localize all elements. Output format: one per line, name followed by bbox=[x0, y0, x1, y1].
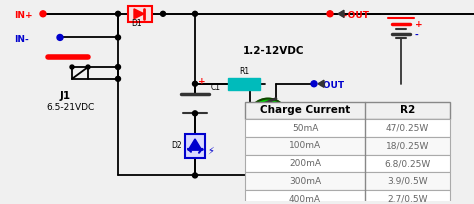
Polygon shape bbox=[318, 80, 324, 87]
Bar bbox=[245, 155, 450, 172]
Text: -: - bbox=[415, 31, 419, 40]
Text: Q1: Q1 bbox=[290, 103, 301, 112]
Text: +: + bbox=[415, 20, 423, 29]
Text: 47/0.25W: 47/0.25W bbox=[386, 124, 429, 133]
Text: +: + bbox=[198, 77, 206, 86]
Text: J1: J1 bbox=[60, 91, 71, 101]
Circle shape bbox=[116, 11, 120, 16]
Circle shape bbox=[327, 11, 333, 17]
Text: -OUT: -OUT bbox=[320, 81, 345, 90]
Circle shape bbox=[248, 99, 288, 138]
Text: 6.5-21VDC: 6.5-21VDC bbox=[46, 103, 94, 112]
Bar bbox=[228, 78, 260, 90]
Circle shape bbox=[70, 65, 74, 69]
Text: IN-: IN- bbox=[14, 35, 29, 44]
Text: 100mA: 100mA bbox=[289, 141, 321, 150]
Polygon shape bbox=[338, 10, 344, 17]
Circle shape bbox=[192, 111, 198, 116]
Bar bbox=[128, 6, 152, 22]
Text: 2.7/0.5W: 2.7/0.5W bbox=[387, 195, 428, 204]
Circle shape bbox=[311, 81, 317, 87]
Text: 200mA: 200mA bbox=[289, 159, 321, 168]
Text: D2: D2 bbox=[172, 141, 182, 150]
Text: IN+: IN+ bbox=[14, 11, 33, 20]
Text: 3.9/0.5W: 3.9/0.5W bbox=[387, 177, 428, 186]
Bar bbox=[269, 153, 283, 182]
Text: 400mA: 400mA bbox=[289, 195, 321, 204]
Circle shape bbox=[116, 35, 120, 40]
Circle shape bbox=[40, 11, 46, 17]
Bar bbox=[245, 137, 450, 155]
Text: R2: R2 bbox=[400, 105, 415, 115]
Circle shape bbox=[192, 173, 198, 178]
Circle shape bbox=[57, 34, 63, 40]
Circle shape bbox=[192, 81, 198, 86]
Bar bbox=[185, 134, 205, 158]
Text: +OUT: +OUT bbox=[340, 11, 369, 20]
Text: 1.2-12VDC: 1.2-12VDC bbox=[243, 46, 304, 56]
Bar bbox=[245, 190, 450, 204]
Circle shape bbox=[192, 11, 198, 16]
Text: 300mA: 300mA bbox=[289, 177, 321, 186]
Text: C1: C1 bbox=[211, 83, 221, 92]
Bar bbox=[245, 172, 450, 190]
Text: 6.8/0.25W: 6.8/0.25W bbox=[384, 159, 430, 168]
Text: R1: R1 bbox=[239, 67, 249, 76]
Bar bbox=[245, 119, 450, 137]
Text: R2: R2 bbox=[286, 165, 296, 174]
Text: 50mA: 50mA bbox=[292, 124, 318, 133]
Circle shape bbox=[86, 65, 90, 69]
Circle shape bbox=[116, 64, 120, 70]
Bar bbox=[245, 102, 450, 119]
Text: 18/0.25W: 18/0.25W bbox=[386, 141, 429, 150]
Circle shape bbox=[116, 76, 120, 81]
Polygon shape bbox=[189, 139, 201, 149]
Text: D1: D1 bbox=[132, 19, 142, 28]
Text: ⚡: ⚡ bbox=[207, 146, 214, 156]
Polygon shape bbox=[134, 9, 144, 19]
Circle shape bbox=[273, 173, 279, 178]
Text: Charge Current: Charge Current bbox=[260, 105, 350, 115]
Circle shape bbox=[161, 11, 165, 16]
Circle shape bbox=[328, 11, 332, 16]
